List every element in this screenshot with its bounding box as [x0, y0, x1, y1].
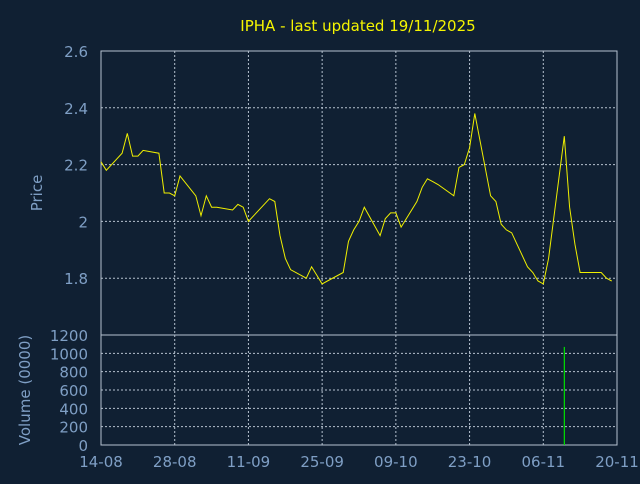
- date-axis: 14-08 28-08 11-09 25-09 09-10 23-10 06-11 20-11: [79, 453, 639, 471]
- volume-plot-frame: [100, 334, 618, 446]
- date-tick-label: 11-09: [227, 453, 271, 471]
- date-tick-label: 25-09: [300, 453, 344, 471]
- price-axis-label: Price: [28, 175, 46, 212]
- volume-tick-label: 1000: [50, 345, 88, 363]
- volume-tick-label: 600: [59, 382, 88, 400]
- price-tick-label: 2.2: [64, 157, 88, 175]
- price-tick-label: 2.4: [64, 100, 88, 118]
- date-tick-label: 09-10: [374, 453, 418, 471]
- price-tick-label: 1.8: [64, 270, 88, 288]
- date-tick-label: 06-11: [521, 453, 565, 471]
- price-series-line: [100, 113, 612, 285]
- volume-axis-label: Volume (0000): [16, 335, 34, 445]
- volume-tick-label: 200: [59, 419, 88, 437]
- date-tick-label: 23-10: [448, 453, 492, 471]
- price-tick-label: 2: [78, 213, 88, 231]
- price-tick-label: 2.6: [64, 43, 88, 61]
- volume-tick-label: 0: [78, 437, 88, 455]
- date-tick-label: 20-11: [595, 453, 639, 471]
- chart-title: IPHA - last updated 19/11/2025: [240, 17, 475, 35]
- price-panel: 1.8 2 2.2 2.4 2.6: [64, 43, 618, 336]
- volume-tick-label: 1200: [50, 327, 88, 345]
- volume-tick-label: 400: [59, 400, 88, 418]
- volume-tick-label: 800: [59, 364, 88, 382]
- date-tick-label: 14-08: [79, 453, 123, 471]
- date-tick-label: 28-08: [153, 453, 197, 471]
